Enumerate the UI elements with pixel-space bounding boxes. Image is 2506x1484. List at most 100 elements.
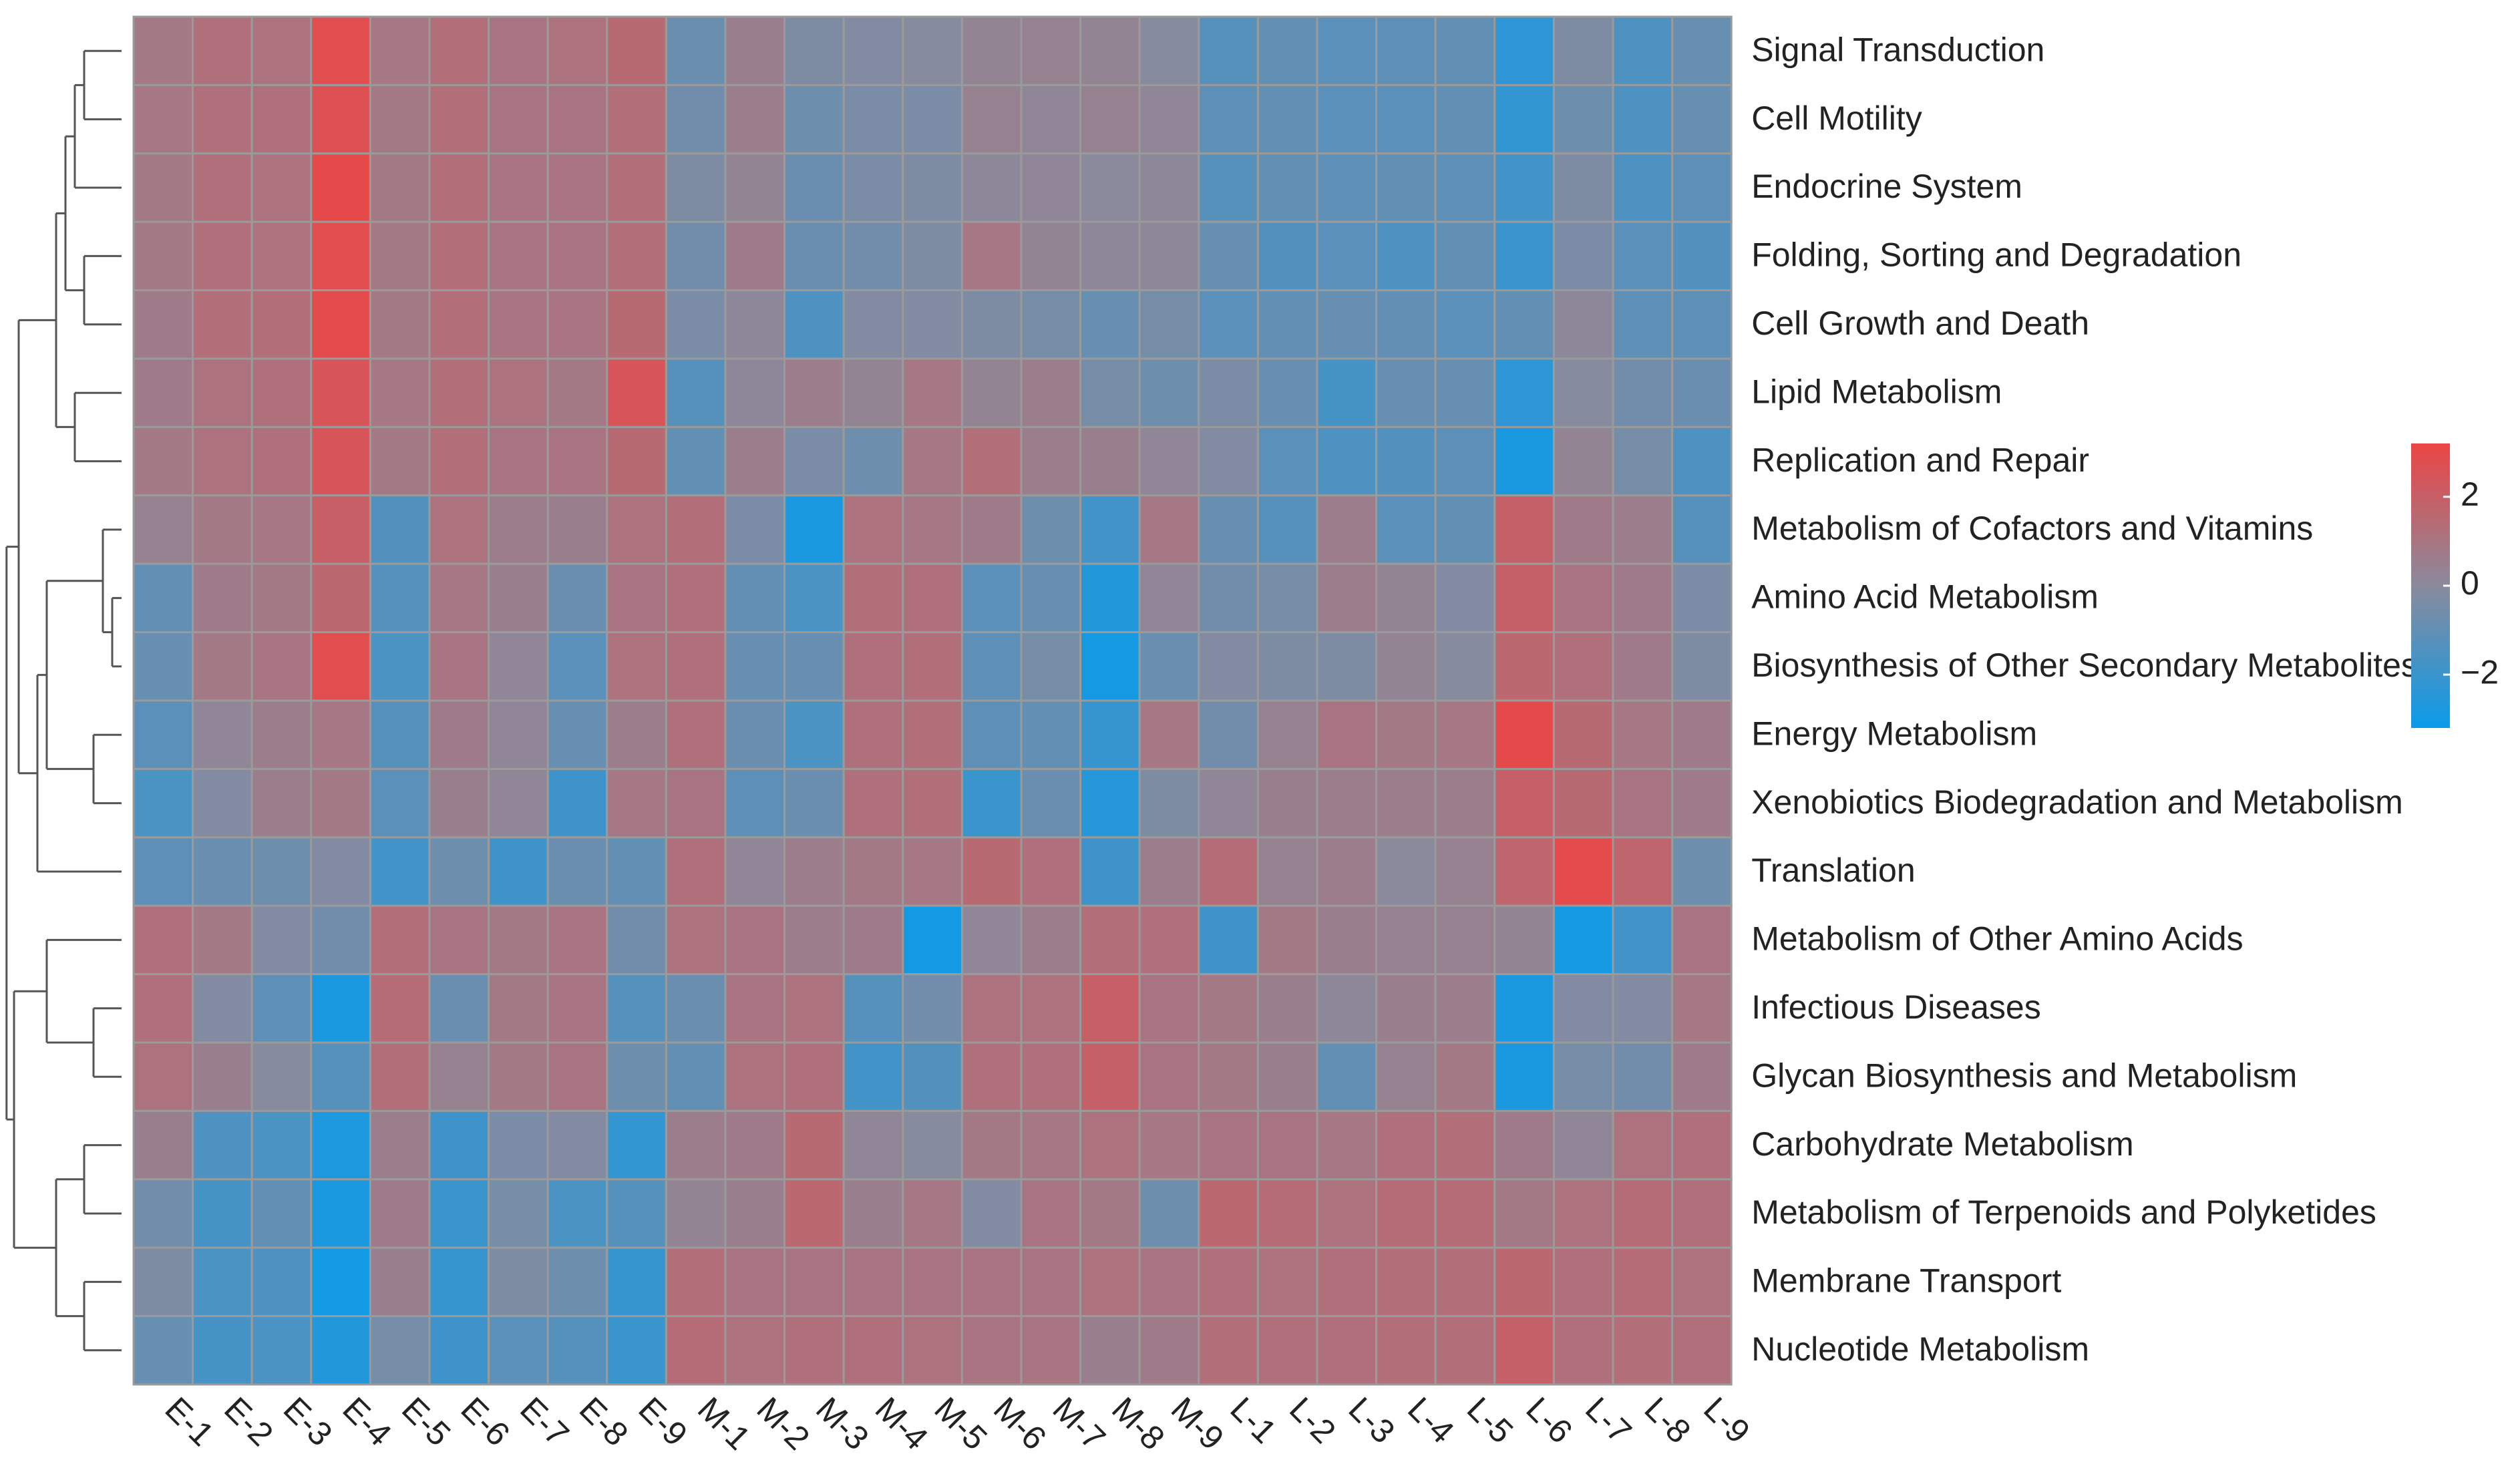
heatmap-cell: [902, 973, 963, 1044]
heatmap-cell: [665, 357, 727, 428]
heatmap-cell: [665, 631, 727, 702]
heatmap-cell: [724, 699, 786, 770]
heatmap-cell: [1493, 1041, 1555, 1112]
heatmap-cell: [960, 83, 1023, 155]
heatmap-cell: [724, 83, 786, 155]
column-label: L-8: [1638, 1390, 1698, 1451]
heatmap-cell: [724, 973, 786, 1044]
column-label: M-4: [868, 1390, 935, 1457]
heatmap-cell: [724, 152, 786, 223]
heatmap-cell: [665, 425, 727, 497]
heatmap-cell: [1612, 631, 1674, 702]
heatmap-cell: [1256, 562, 1318, 634]
heatmap-cell: [1198, 357, 1259, 428]
heatmap-cell: [1138, 904, 1200, 976]
heatmap-cell: [1316, 1246, 1378, 1318]
color-legend: 2 0 −2: [2411, 443, 2499, 728]
heatmap-cell: [546, 1109, 608, 1181]
heatmap-cell: [1375, 83, 1437, 155]
heatmap-cell: [369, 836, 431, 907]
heatmap-cell: [724, 15, 786, 86]
column-label: M-7: [1046, 1390, 1113, 1457]
heatmap-cell: [724, 631, 786, 702]
heatmap-cell: [369, 152, 431, 223]
heatmap-cell: [1671, 767, 1733, 839]
column-label: E-6: [454, 1390, 518, 1453]
heatmap-cell: [783, 973, 845, 1044]
heatmap-cell: [1434, 562, 1496, 634]
heatmap-cell: [1079, 220, 1141, 292]
heatmap-cell: [960, 631, 1023, 702]
heatmap-cell: [369, 83, 431, 155]
heatmap-cell: [1552, 15, 1614, 86]
heatmap-cell: [606, 767, 667, 839]
heatmap-cell: [1552, 973, 1614, 1044]
row-label: Energy Metabolism: [1751, 715, 2037, 752]
heatmap-cell: [1020, 1109, 1082, 1181]
heatmap-cell: [488, 1315, 549, 1386]
heatmap-cell: [1198, 1109, 1259, 1181]
heatmap-cell: [1020, 1315, 1082, 1386]
heatmap-cell: [1020, 631, 1082, 702]
heatmap-cell: [488, 767, 549, 839]
column-label: M-9: [1164, 1390, 1231, 1457]
heatmap-cell: [1612, 1246, 1674, 1318]
heatmap-cell: [783, 357, 845, 428]
heatmap-cell: [1020, 152, 1082, 223]
heatmap-cell: [1079, 1178, 1141, 1249]
heatmap-cell: [1020, 1246, 1082, 1318]
heatmap-cell: [250, 494, 313, 565]
heatmap-cell: [488, 1178, 549, 1249]
heatmap-cell: [665, 836, 727, 907]
heatmap-cell: [842, 1041, 904, 1112]
heatmap-cell: [428, 1041, 490, 1112]
heatmap-cell: [842, 562, 904, 634]
heatmap-cell: [310, 289, 371, 360]
heatmap-cell: [1375, 973, 1437, 1044]
heatmap-cell: [1138, 1178, 1200, 1249]
heatmap-cell: [250, 1246, 313, 1318]
heatmap-cell: [1493, 15, 1555, 86]
heatmap-cell: [1612, 15, 1674, 86]
heatmap-cell: [310, 1246, 371, 1318]
heatmap-cell: [1671, 562, 1733, 634]
heatmap-cell: [488, 836, 549, 907]
heatmap-cell: [1316, 1178, 1378, 1249]
heatmap-cell: [1552, 1246, 1614, 1318]
heatmap-cell: [665, 1109, 727, 1181]
heatmap-cell: [546, 767, 608, 839]
heatmap-cell: [250, 83, 313, 155]
heatmap-cell: [369, 1246, 431, 1318]
row-label: Metabolism of Cofactors and Vitamins: [1751, 510, 2313, 547]
heatmap-cell: [1138, 973, 1200, 1044]
row-label: Carbohydrate Metabolism: [1751, 1125, 2134, 1163]
heatmap-cell: [1612, 152, 1674, 223]
heatmap-cell: [369, 357, 431, 428]
heatmap-cell: [842, 1246, 904, 1318]
heatmap-cell: [960, 836, 1023, 907]
heatmap-cell: [1434, 1315, 1496, 1386]
heatmap-cell: [606, 836, 667, 907]
heatmap-cell: [369, 1041, 431, 1112]
heatmap-cell: [1612, 1109, 1674, 1181]
heatmap-cell: [310, 631, 371, 702]
heatmap-cell: [1198, 220, 1259, 292]
heatmap-cell: [546, 152, 608, 223]
heatmap-cell: [192, 631, 253, 702]
heatmap-cell: [250, 1041, 313, 1112]
heatmap-cell: [1552, 289, 1614, 360]
row-label: Glycan Biosynthesis and Metabolism: [1751, 1057, 2297, 1094]
heatmap-cell: [606, 152, 667, 223]
heatmap-cell: [250, 425, 313, 497]
heatmap-cell: [1612, 1315, 1674, 1386]
heatmap-cell: [606, 1041, 667, 1112]
heatmap-cell: [192, 1178, 253, 1249]
heatmap-cell: [960, 1109, 1023, 1181]
heatmap-cell: [310, 1178, 371, 1249]
heatmap-cell: [1198, 83, 1259, 155]
column-label: M-3: [809, 1390, 876, 1457]
heatmap-cell: [1020, 562, 1082, 634]
heatmap-cell: [1434, 357, 1496, 428]
heatmap-cell: [842, 494, 904, 565]
heatmap-cell: [132, 767, 194, 839]
